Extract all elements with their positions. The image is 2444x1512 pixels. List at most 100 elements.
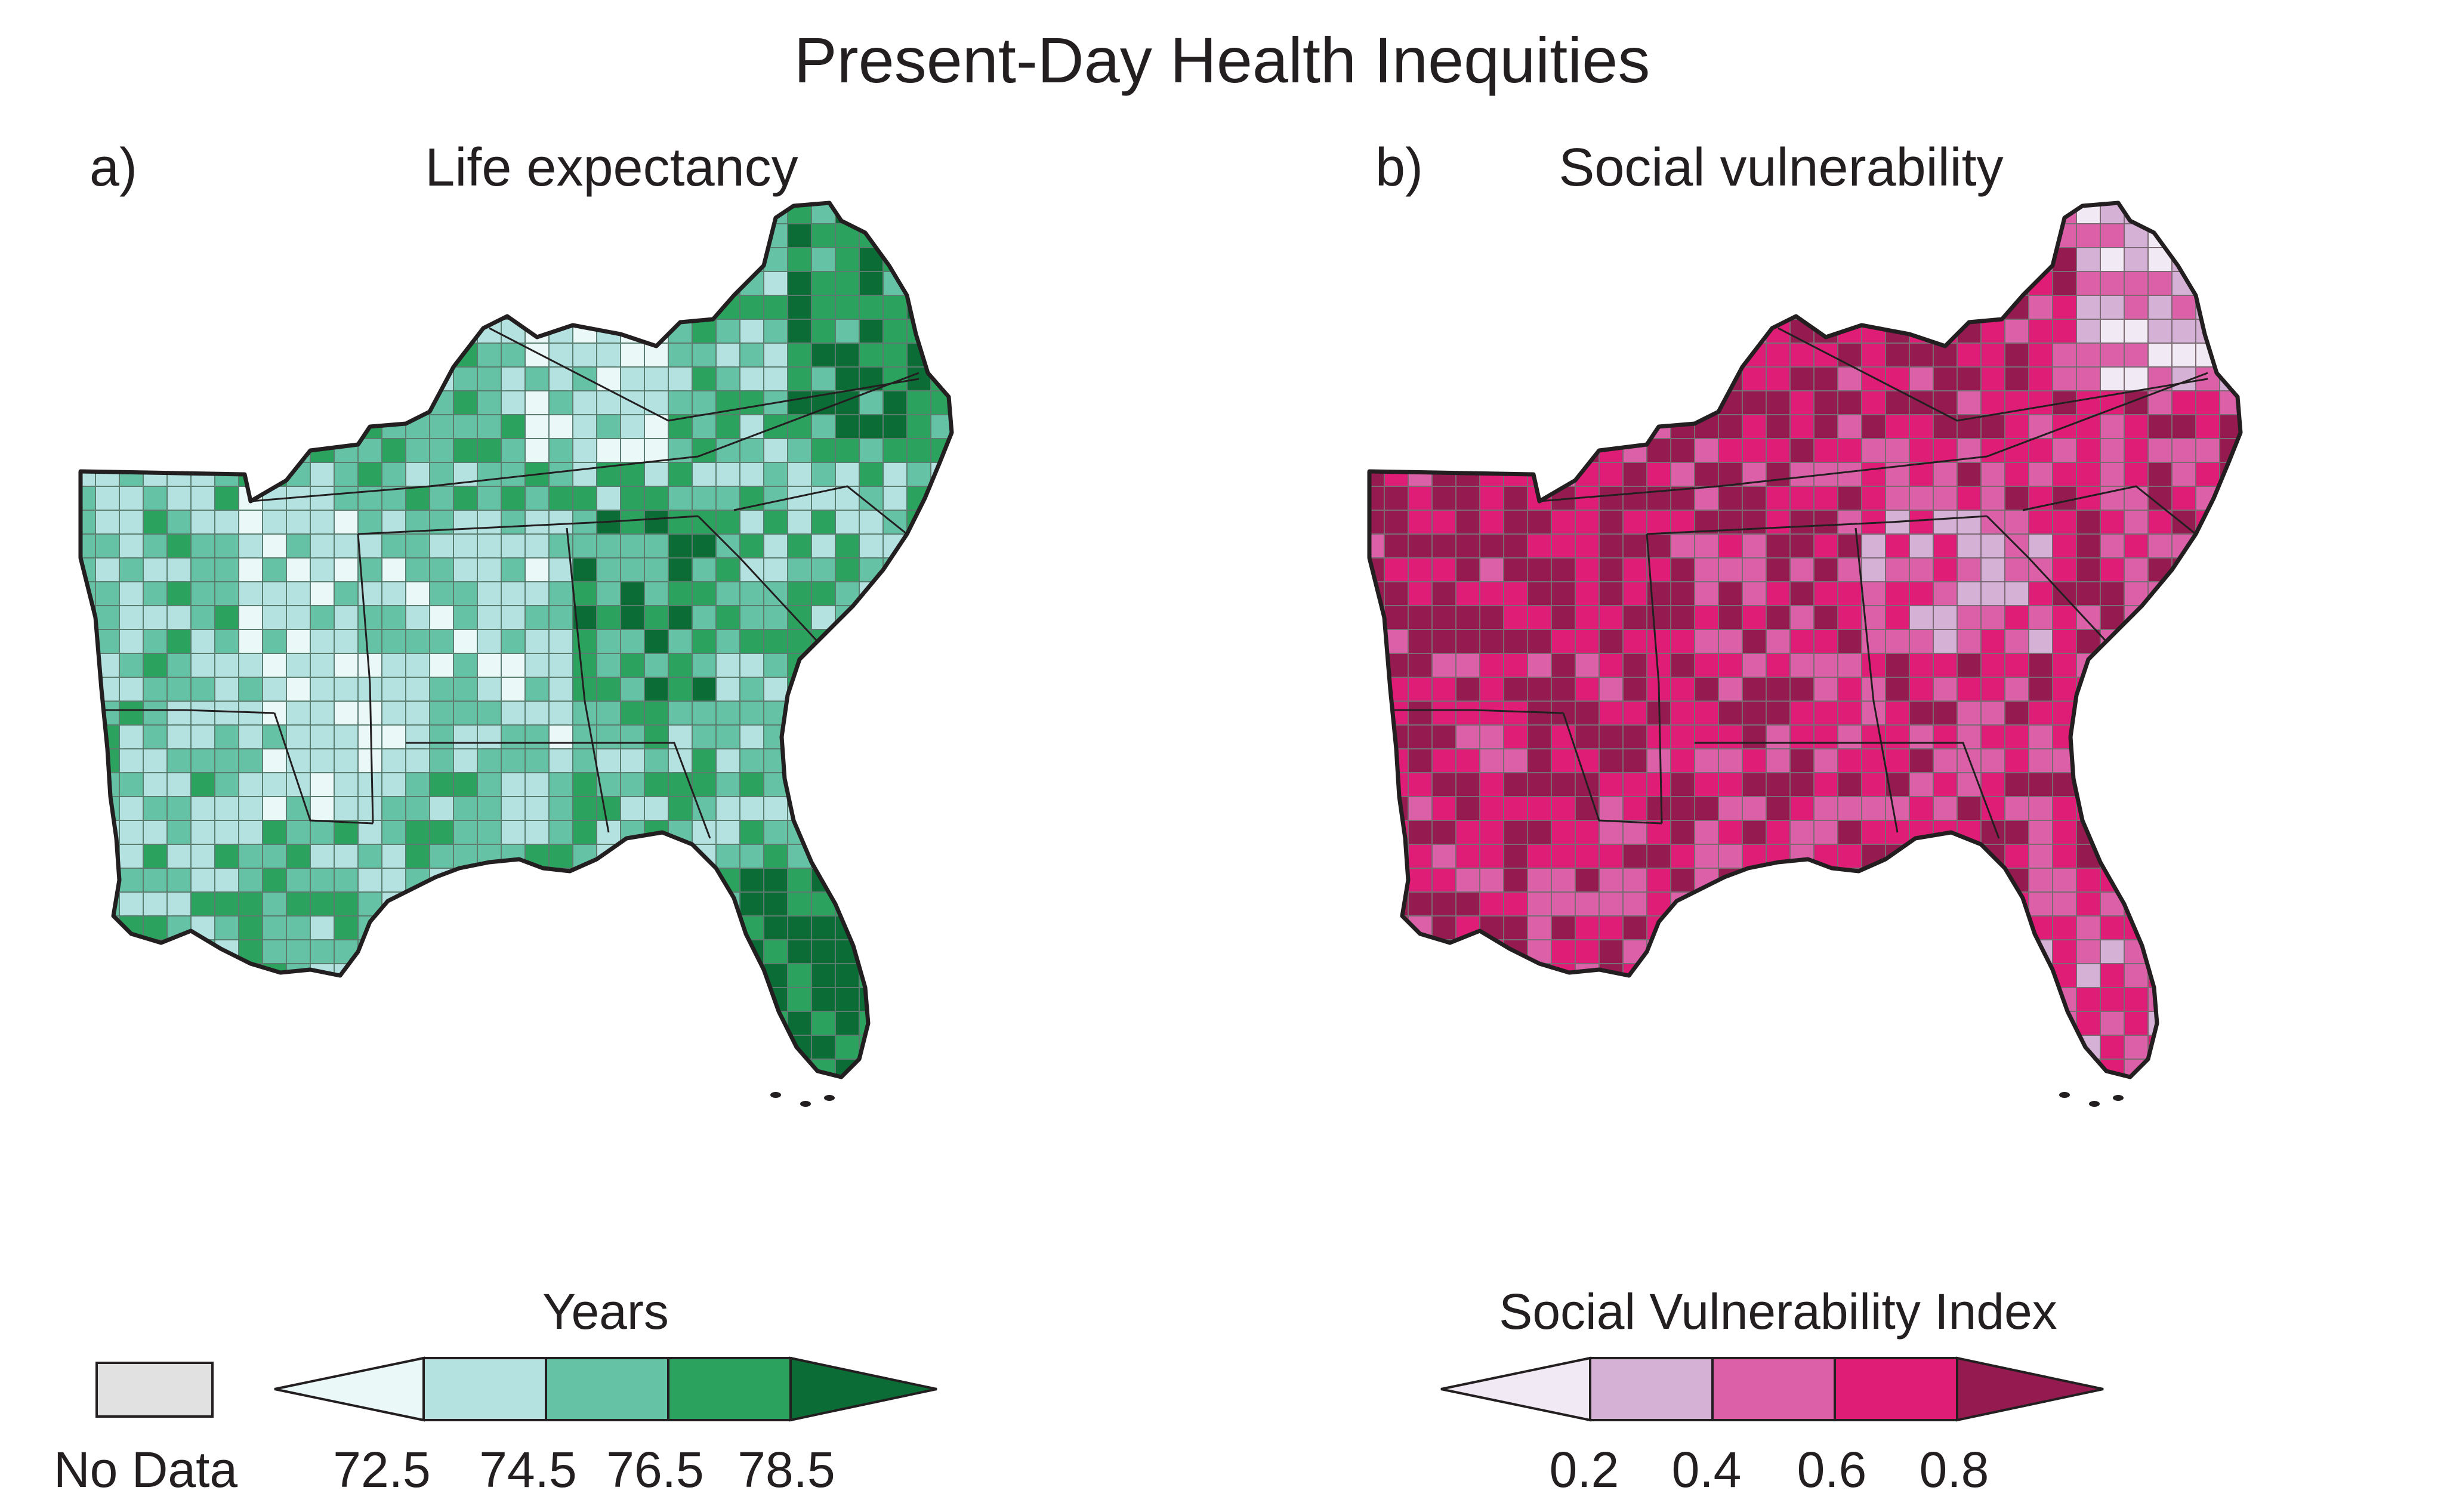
county [166, 629, 192, 654]
county [453, 701, 478, 726]
county [715, 844, 740, 869]
county [763, 581, 788, 606]
county [1622, 581, 1647, 606]
county [835, 271, 860, 296]
county [1503, 557, 1528, 582]
county [477, 724, 502, 749]
county [2004, 295, 2029, 320]
county [2100, 271, 2125, 296]
county [1622, 533, 1647, 558]
county [2076, 271, 2101, 296]
county [238, 677, 263, 702]
county [2171, 295, 2196, 320]
county [1980, 557, 2005, 582]
county [381, 629, 406, 654]
county [835, 1011, 860, 1036]
county [572, 772, 597, 797]
county [763, 486, 788, 511]
county [1813, 653, 1838, 678]
county [143, 868, 168, 893]
county [1431, 677, 1456, 702]
county [190, 844, 215, 869]
county [739, 820, 764, 845]
county [477, 462, 502, 487]
county [715, 366, 740, 391]
county [1980, 605, 2005, 630]
county [95, 510, 120, 535]
county [787, 605, 812, 630]
state-border [357, 533, 374, 824]
county [524, 748, 550, 773]
county [453, 772, 478, 797]
county [906, 414, 931, 439]
county [190, 772, 215, 797]
county [119, 772, 144, 797]
county [214, 915, 239, 940]
county [692, 677, 717, 702]
county [1455, 724, 1480, 749]
county [2076, 533, 2101, 558]
county [715, 342, 740, 368]
social-vulnerability-map [1360, 176, 2444, 1268]
county [787, 581, 812, 606]
county [763, 605, 788, 630]
county [1455, 653, 1480, 678]
county [1503, 701, 1528, 726]
florida-keys [2089, 1101, 2100, 1107]
county [524, 557, 550, 582]
county [1789, 533, 1815, 558]
county [453, 796, 478, 821]
county [1789, 462, 1815, 487]
county [310, 891, 335, 917]
county [214, 605, 239, 630]
county [1455, 868, 1480, 893]
county [2076, 868, 2101, 893]
county [715, 701, 740, 726]
county [1813, 772, 1838, 797]
county [1957, 557, 1982, 582]
county [2052, 796, 2077, 821]
county-cells [81, 203, 952, 1077]
county [644, 533, 669, 558]
county [644, 748, 669, 773]
county [620, 414, 645, 439]
county [1837, 844, 1862, 869]
county [1694, 724, 1719, 749]
county [596, 724, 621, 749]
county [310, 677, 335, 702]
county [2195, 438, 2220, 463]
county [1431, 629, 1456, 654]
county [620, 557, 645, 582]
county [166, 868, 192, 893]
county [1957, 605, 1982, 630]
county [763, 342, 788, 368]
county [1933, 510, 1958, 535]
county [1980, 366, 2005, 391]
county [1813, 724, 1838, 749]
county [763, 868, 788, 893]
county [763, 891, 788, 917]
county [262, 510, 287, 535]
county [1503, 581, 1528, 606]
county [668, 581, 693, 606]
county [1479, 891, 1504, 917]
county [238, 915, 263, 940]
county [357, 629, 382, 654]
county [2100, 510, 2125, 535]
county [2004, 319, 2029, 344]
county [739, 581, 764, 606]
county [596, 342, 621, 368]
florida-keys [800, 1101, 811, 1107]
figure-title: Present-Day Health Inequities [794, 24, 1650, 96]
legend-b-colorbar [1440, 1356, 2104, 1422]
county [787, 891, 812, 917]
county [190, 533, 215, 558]
county [2100, 963, 2125, 988]
county [715, 748, 740, 773]
county [596, 414, 621, 439]
county [739, 510, 764, 535]
county [143, 844, 168, 869]
county [1789, 581, 1815, 606]
county [477, 677, 502, 702]
county [692, 701, 717, 726]
